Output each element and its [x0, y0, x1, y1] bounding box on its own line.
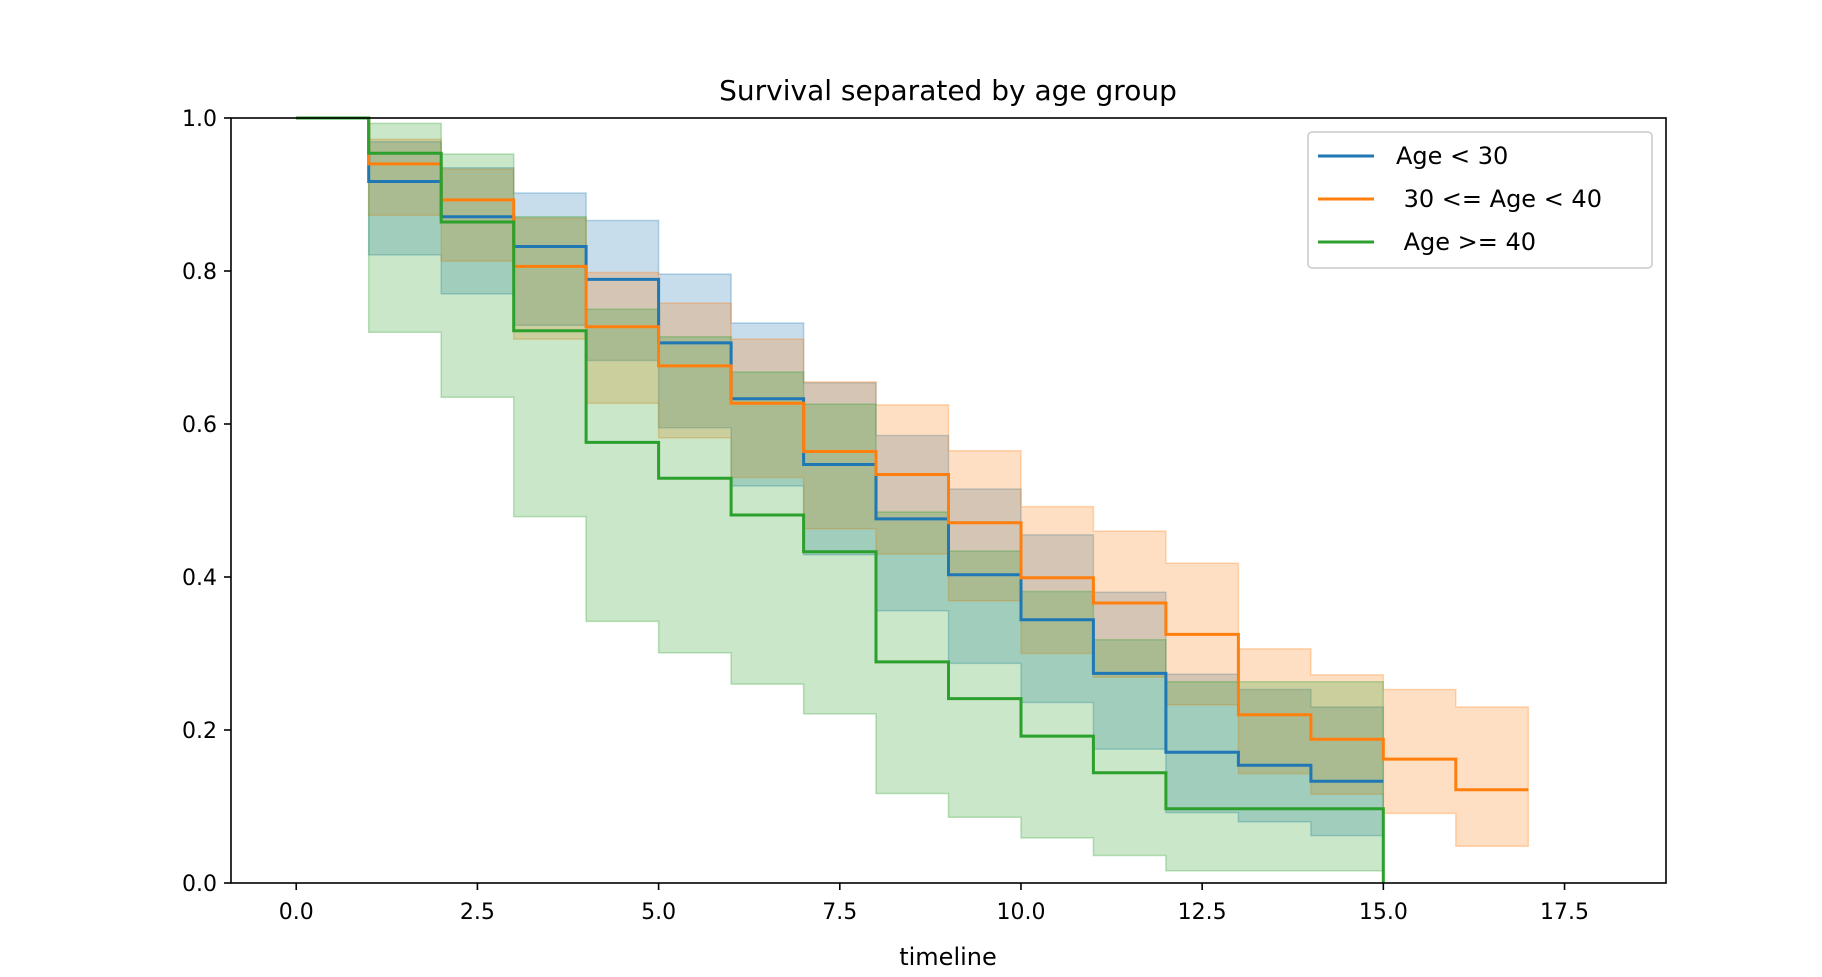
y-tick-label: 0.2	[182, 719, 217, 744]
y-tick-label: 1.0	[182, 107, 217, 132]
plot-frame	[230, 117, 1667, 884]
x-axis-label: timeline	[899, 943, 997, 971]
x-axis-ticks: 0.0 2.5 5.0 7.5 10.0 12.5 15.0 17.5	[279, 883, 1589, 925]
survival-line-age-40	[296, 116, 1385, 883]
x-tick-label: 15.0	[1359, 900, 1408, 925]
survival-line-age-30	[296, 116, 1384, 783]
confidence-band-30-age-40	[296, 117, 1530, 848]
confidence-bands	[296, 117, 1530, 872]
x-tick-label: 17.5	[1540, 900, 1589, 925]
y-tick-label: 0.6	[182, 413, 217, 438]
confidence-band-age-40	[296, 117, 1385, 872]
confidence-band-age-30	[296, 117, 1385, 837]
legend-label-age-40: Age >= 40	[1396, 228, 1536, 256]
y-tick-label: 0.0	[182, 872, 217, 897]
chart-title: Survival separated by age group	[719, 74, 1177, 107]
legend-label-age-30: Age < 30	[1396, 142, 1508, 170]
survival-lines	[296, 116, 1529, 883]
legend-frame	[1307, 131, 1653, 269]
x-tick-label: 12.5	[1178, 900, 1227, 925]
x-tick-label: 10.0	[996, 900, 1045, 925]
x-tick-label: 2.5	[460, 900, 495, 925]
legend: Age < 30 30 <= Age < 40 Age >= 40	[1307, 131, 1653, 269]
y-tick-label: 0.4	[182, 566, 217, 591]
y-axis-ticks: 0.0 0.2 0.4 0.6 0.8 1.0	[182, 107, 231, 897]
legend-label-30-age-40: 30 <= Age < 40	[1396, 185, 1602, 213]
x-tick-label: 5.0	[641, 900, 676, 925]
x-tick-label: 0.0	[279, 900, 314, 925]
x-tick-label: 7.5	[822, 900, 857, 925]
y-tick-label: 0.8	[182, 260, 217, 285]
